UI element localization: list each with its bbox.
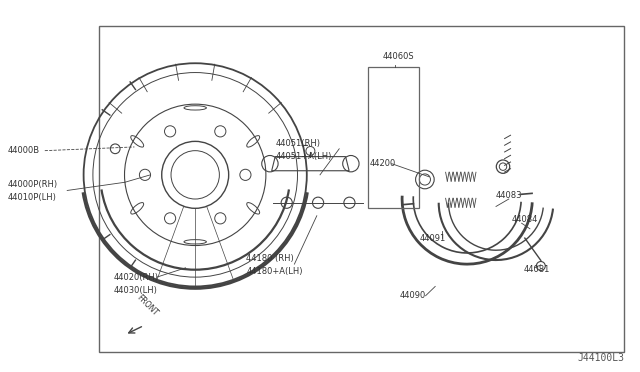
Text: 44051+A(LH): 44051+A(LH) — [275, 152, 332, 161]
Text: 44200: 44200 — [370, 159, 396, 168]
Text: FRONT: FRONT — [134, 293, 159, 318]
Text: 44084: 44084 — [512, 215, 538, 224]
Text: 44180 (RH): 44180 (RH) — [246, 254, 294, 263]
Text: 44000B: 44000B — [8, 146, 40, 155]
Text: 44010P(LH): 44010P(LH) — [8, 193, 56, 202]
Text: 44180+A(LH): 44180+A(LH) — [246, 267, 303, 276]
Text: 44051(RH): 44051(RH) — [275, 139, 320, 148]
Text: 44083: 44083 — [496, 191, 522, 200]
Text: 44060S: 44060S — [383, 52, 414, 61]
Text: 44000P(RH): 44000P(RH) — [8, 180, 58, 189]
Text: 44090: 44090 — [400, 291, 426, 300]
Text: 44091: 44091 — [419, 234, 445, 243]
Text: 44030(LH): 44030(LH) — [114, 286, 158, 295]
Text: 44081: 44081 — [524, 265, 550, 274]
Text: J44100L3: J44100L3 — [577, 353, 624, 363]
Text: 44020(RH): 44020(RH) — [114, 273, 159, 282]
